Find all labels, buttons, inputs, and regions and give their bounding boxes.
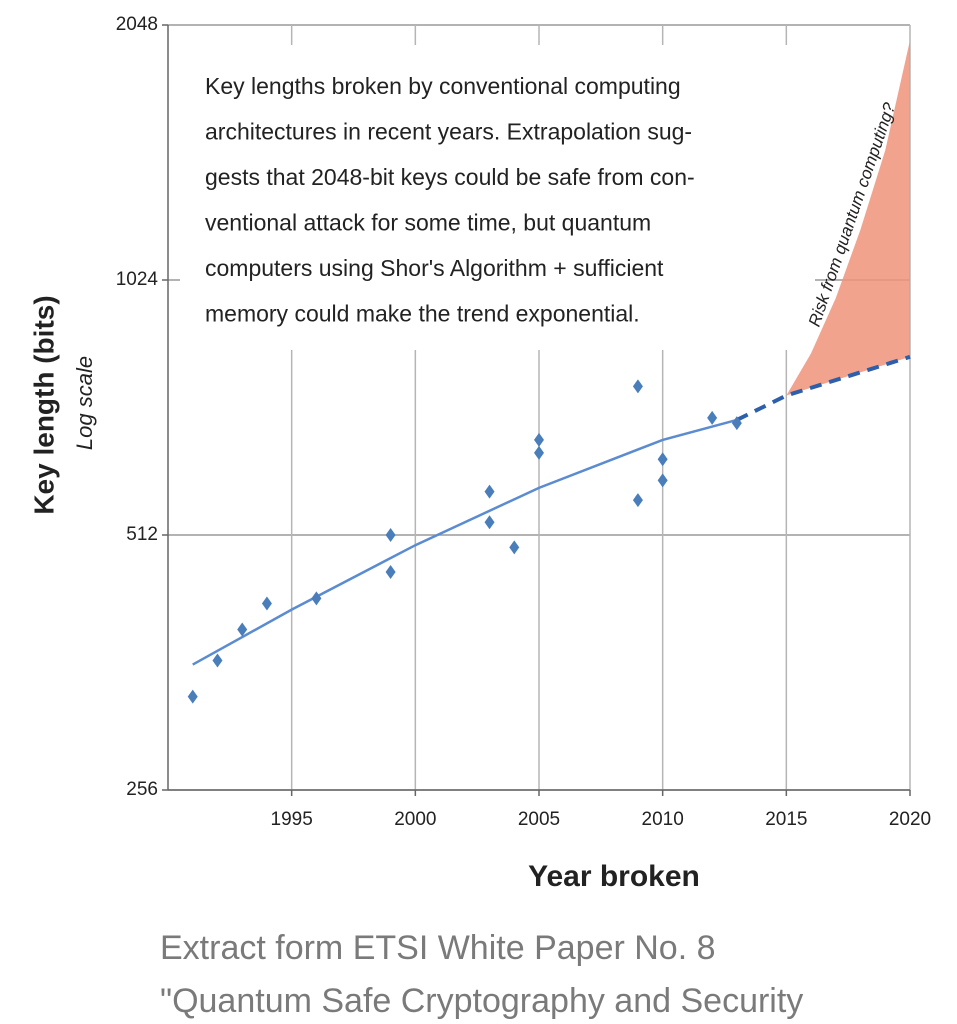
data-point xyxy=(657,452,668,467)
data-point xyxy=(731,416,742,431)
data-point xyxy=(707,410,718,425)
data-point xyxy=(632,379,643,394)
y-axis-label: Key length (bits) xyxy=(28,295,59,514)
annotation-line: architectures in recent years. Extrapola… xyxy=(205,119,692,145)
projection-line xyxy=(735,354,911,422)
y-tick-label: 1024 xyxy=(116,269,159,290)
annotation-line: computers using Shor's Algorithm + suffi… xyxy=(205,255,664,281)
annotation-line: Key lengths broken by conventional compu… xyxy=(205,73,681,99)
data-point xyxy=(632,493,643,508)
annotation-line: memory could make the trend exponential. xyxy=(205,301,640,327)
annotation-box xyxy=(180,45,815,350)
annotation-line: ventional attack for some time, but quan… xyxy=(205,210,651,236)
data-point xyxy=(484,515,495,530)
trend-line xyxy=(192,418,738,666)
data-point xyxy=(237,622,248,637)
x-tick-label: 2005 xyxy=(518,809,560,830)
x-tick-label: 1995 xyxy=(271,809,313,830)
x-tick-label: 2000 xyxy=(394,809,436,830)
x-axis-label: Year broken xyxy=(528,860,700,893)
y-tick-label: 256 xyxy=(126,779,158,800)
data-point xyxy=(212,653,223,668)
data-point xyxy=(187,689,198,704)
data-point xyxy=(657,473,668,488)
data-point xyxy=(534,432,544,447)
y-axis-sublabel: Log scale xyxy=(72,356,97,450)
data-point xyxy=(311,591,322,606)
annotation-line: gests that 2048-bit keys could be safe f… xyxy=(205,164,695,190)
data-point xyxy=(484,484,495,499)
x-tick-label: 2015 xyxy=(765,809,807,830)
data-point xyxy=(261,596,272,611)
data-point xyxy=(509,540,520,555)
x-tick-label: 2020 xyxy=(889,809,931,830)
data-point xyxy=(534,445,544,460)
risk-area xyxy=(786,40,910,396)
data-point xyxy=(385,528,396,542)
y-tick-label: 2048 xyxy=(116,14,158,35)
x-tick-label: 2010 xyxy=(642,809,684,830)
caption-line: Extract form ETSI White Paper No. 8 xyxy=(160,929,716,967)
data-point xyxy=(385,565,396,580)
caption-line: "Quantum Safe Cryptography and Security xyxy=(160,982,803,1020)
y-tick-label: 512 xyxy=(126,524,158,545)
